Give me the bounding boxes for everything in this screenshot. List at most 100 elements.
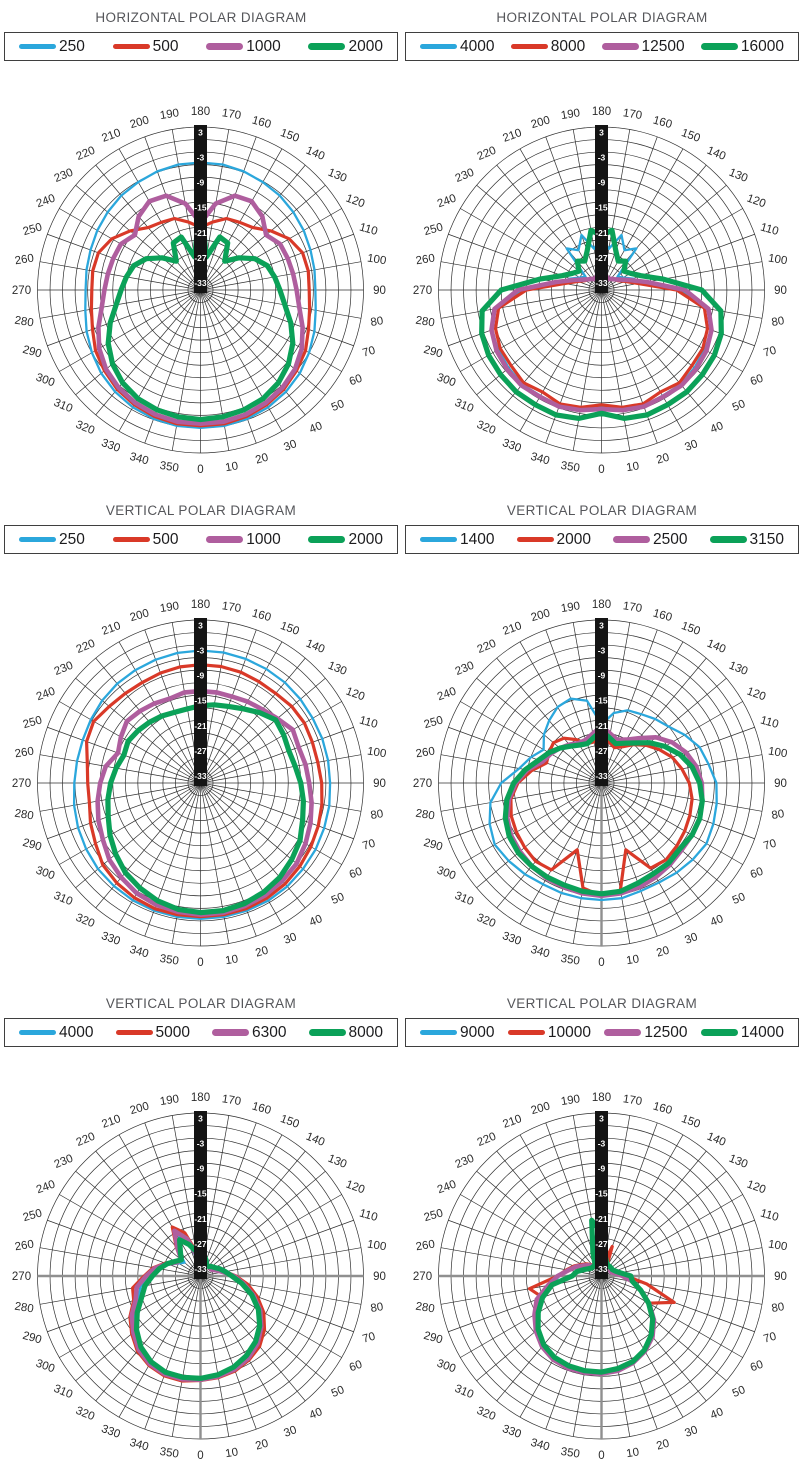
scale-bar: 3 -3 -9 -15 -21 -27 -33: [194, 1111, 207, 1279]
chart-title: VERTICAL POLAR DIAGRAM: [506, 996, 698, 1011]
grid-spoke: [448, 289, 602, 347]
grid-spoke: [601, 289, 763, 319]
angle-label: 170: [622, 600, 643, 615]
angle-label: 250: [423, 221, 445, 238]
angle-label: 200: [530, 114, 552, 131]
angle-label: 100: [767, 745, 788, 760]
polar-chart-card: HORIZONTAL POLAR DIAGRAM 4000 8000 12500 16…: [405, 4, 799, 477]
scale-label: 3: [198, 128, 203, 138]
grid-spoke: [601, 148, 684, 291]
angle-label: 80: [771, 315, 785, 329]
grid-spoke: [75, 184, 201, 291]
grid-spoke: [519, 148, 602, 291]
legend-item: 12500: [601, 38, 685, 56]
scale-label: 3: [198, 621, 203, 631]
angle-label: 260: [415, 1238, 436, 1253]
legend-swatch-4000: [420, 44, 457, 49]
angle-label: 120: [745, 686, 767, 704]
grid-spoke: [601, 782, 743, 865]
angle-label: 80: [370, 315, 384, 329]
grid-spoke: [59, 782, 201, 865]
angle-label: 120: [745, 1179, 767, 1197]
legend-item: 2500: [613, 531, 687, 549]
angle-label: 200: [530, 1100, 552, 1117]
angle-label: 40: [308, 1406, 324, 1422]
angle-label: 10: [225, 1446, 239, 1460]
grid-spoke: [200, 641, 283, 784]
grid-spoke: [601, 208, 743, 291]
angle-label: 120: [344, 193, 366, 211]
scale-label: -21: [194, 721, 207, 731]
angle-label: 140: [705, 1131, 727, 1149]
angle-label: 300: [34, 372, 56, 390]
angle-label: 20: [655, 945, 671, 960]
grid-spoke: [601, 289, 707, 416]
legend-item: 2000: [308, 531, 383, 549]
angle-label: 330: [100, 930, 122, 948]
grid-spoke: [601, 782, 755, 840]
chart-legend: 9000 10000 12500 14000: [405, 1018, 799, 1047]
angle-label: 0: [598, 957, 604, 969]
angle-label: 340: [529, 451, 551, 468]
legend-swatch-14000: [700, 1028, 738, 1037]
scale-label: -3: [598, 153, 606, 163]
angle-label: 200: [129, 607, 151, 624]
angle-label: 30: [683, 1424, 699, 1440]
angle-label: 200: [129, 1100, 151, 1117]
grid-spoke: [460, 289, 602, 372]
grid-spoke: [47, 782, 201, 840]
grid-spoke: [601, 1170, 727, 1277]
legend-item: 3150: [709, 531, 784, 549]
scale-label: -15: [595, 1189, 608, 1199]
angle-label: 20: [254, 945, 270, 960]
angle-label: 320: [74, 912, 96, 930]
grid-spoke: [75, 289, 201, 396]
angle-label: 30: [282, 1424, 298, 1440]
legend-swatch-2000: [308, 42, 346, 51]
grid-spoke: [572, 1275, 602, 1437]
angle-label: 50: [330, 1384, 346, 1400]
angle-label: 40: [709, 1406, 725, 1422]
angle-label: 10: [626, 953, 640, 967]
angle-label: 280: [14, 1301, 35, 1316]
legend-label: 9000: [460, 1023, 495, 1041]
angle-label: 350: [159, 953, 180, 968]
angle-label: 290: [21, 837, 43, 854]
legend-item: 500: [112, 38, 179, 56]
scale-label: -21: [194, 228, 207, 238]
grid-spoke: [39, 782, 201, 812]
grid-spoke: [519, 641, 602, 784]
grid-spoke: [601, 1247, 763, 1277]
angle-label: 110: [759, 1208, 780, 1224]
grid-spoke: [47, 233, 201, 291]
scale-bar: 3 -3 -9 -15 -21 -27 -33: [595, 125, 608, 293]
legend-swatch-1000: [206, 536, 244, 543]
angle-label: 0: [197, 1450, 203, 1462]
legend-swatch-250: [19, 44, 56, 49]
grid-spoke: [601, 782, 684, 925]
angle-label: 0: [197, 957, 203, 969]
grid-spoke: [460, 1194, 602, 1277]
angle-label: 160: [652, 114, 674, 131]
grid-spoke: [545, 782, 602, 937]
angle-label: 190: [159, 1093, 180, 1108]
angle-label: 130: [727, 1153, 749, 1171]
legend-item: 1400: [420, 531, 494, 549]
angle-label: 220: [476, 638, 498, 656]
scale-label: -27: [595, 1239, 608, 1249]
angle-label: 280: [14, 315, 35, 330]
angle-label: 190: [159, 107, 180, 122]
scale-label: 3: [599, 1114, 604, 1124]
scale-label: -15: [194, 1189, 207, 1199]
angle-label: 150: [680, 127, 702, 145]
angle-label: 180: [592, 599, 611, 611]
legend-item: 14000: [700, 1024, 784, 1042]
legend-item: 4000: [19, 1024, 93, 1042]
legend-item: 9000: [420, 1024, 494, 1042]
grid-spoke: [601, 782, 763, 812]
angle-label: 30: [683, 931, 699, 947]
angle-label: 80: [370, 1301, 384, 1315]
